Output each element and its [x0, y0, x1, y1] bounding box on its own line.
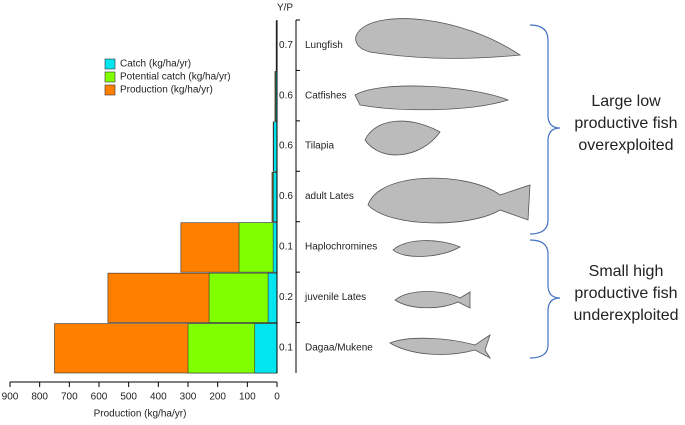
fish-icon: [394, 291, 471, 309]
category-label: juvenile Lates: [304, 292, 366, 303]
yp-value: 0.6: [279, 191, 293, 202]
x-axis-label: Production (kg/ha/yr): [94, 409, 187, 420]
legend-label: Catch (kg/ha/yr): [120, 59, 191, 70]
bar: [272, 222, 278, 273]
fish-icons: [354, 18, 531, 360]
category-label: adult Lates: [305, 191, 354, 202]
bar: [267, 272, 278, 323]
fish-icon: [389, 334, 492, 360]
legend-label: Potential catch (kg/ha/yr): [120, 72, 231, 83]
fish-icon: [367, 177, 531, 224]
x-tick-label: 500: [120, 392, 137, 403]
annotation: underexploited: [574, 307, 679, 324]
annotation: overexploited: [578, 137, 673, 154]
annotation: Large low: [591, 93, 661, 110]
x-tick-label: 200: [209, 392, 226, 403]
yp-value: 0.2: [279, 292, 293, 303]
category-label: Lungfish: [305, 40, 343, 51]
x-tick-label: 700: [61, 392, 78, 403]
x-tick-label: 900: [2, 392, 19, 403]
category-label: Catfishes: [305, 90, 347, 101]
bar: [254, 323, 278, 374]
legend-swatch: [104, 84, 116, 96]
x-tick-label: 300: [180, 392, 197, 403]
fish-icon: [392, 240, 461, 257]
yp-title: Y/P: [277, 3, 293, 14]
fish-icon: [364, 120, 441, 156]
bar: [238, 222, 278, 273]
category-label: Haplochromines: [305, 242, 377, 253]
x-tick-label: 0: [274, 392, 280, 403]
yp-value: 0.1: [279, 242, 293, 253]
fish-icon: [355, 18, 522, 59]
x-tick-label: 600: [91, 392, 108, 403]
yp-value: 0.6: [279, 141, 293, 152]
fish-icon: [354, 85, 510, 111]
yp-value: 0.7: [279, 40, 293, 51]
legend-swatch: [104, 71, 116, 83]
x-tick-label: 100: [239, 392, 256, 403]
bracket: [529, 24, 561, 235]
yp-value: 0.1: [279, 342, 293, 353]
x-tick-label: 400: [150, 392, 167, 403]
bar: [273, 171, 278, 223]
legend-swatch: [104, 58, 116, 70]
category-label: Tilapia: [305, 141, 335, 152]
annotation: Small high: [589, 263, 664, 280]
bar: [208, 272, 278, 323]
brackets: [529, 24, 561, 359]
legend-label: Production (kg/ha/yr): [120, 85, 213, 96]
x-tick-label: 800: [31, 392, 48, 403]
yp-value: 0.6: [279, 90, 293, 101]
category-label: Dagaa/Mukene: [305, 342, 373, 353]
bracket: [529, 239, 561, 359]
annotation: productive fish: [574, 285, 677, 302]
annotation: productive fish: [574, 115, 677, 132]
